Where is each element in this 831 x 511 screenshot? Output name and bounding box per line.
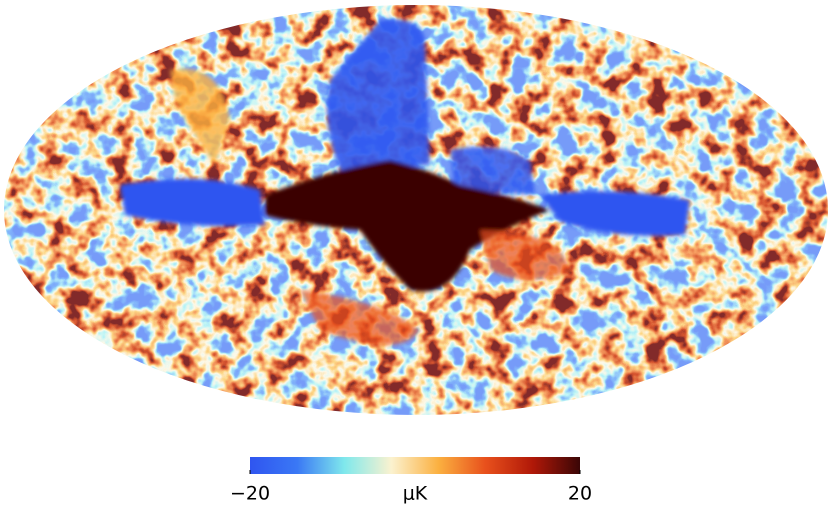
colorbar-label: μK: [403, 483, 428, 505]
colorbar-tick-label: 20: [568, 483, 592, 505]
colorbar: [250, 457, 580, 474]
galactic-features: [120, 19, 690, 345]
colorbar-tick-label: −20: [230, 483, 270, 505]
sky-map: [4, 5, 828, 415]
